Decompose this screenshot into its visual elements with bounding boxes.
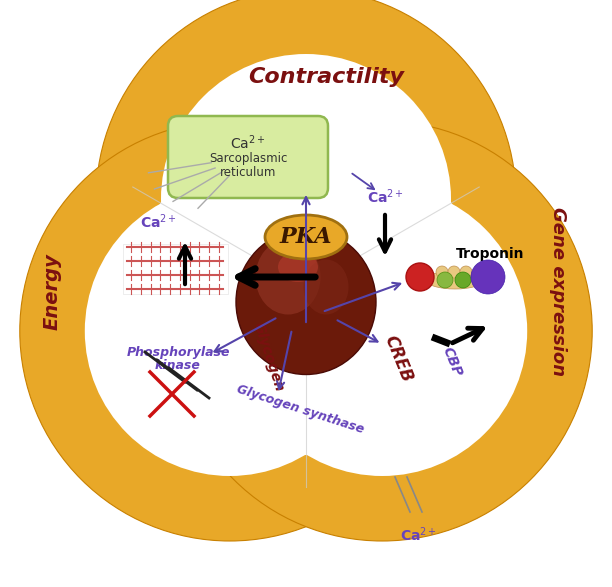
Text: Contractility: Contractility — [248, 67, 404, 87]
Text: Ca$^{2+}$: Ca$^{2+}$ — [230, 134, 266, 152]
Text: Glycogen synthase: Glycogen synthase — [234, 382, 365, 436]
Circle shape — [437, 272, 453, 288]
FancyBboxPatch shape — [122, 244, 228, 294]
Ellipse shape — [426, 271, 484, 289]
Ellipse shape — [278, 252, 318, 282]
Circle shape — [460, 266, 472, 278]
Circle shape — [20, 121, 440, 541]
Text: Energy: Energy — [42, 254, 61, 330]
Text: CBP: CBP — [440, 345, 465, 379]
Circle shape — [172, 121, 592, 541]
Text: PKA: PKA — [280, 226, 332, 248]
Ellipse shape — [236, 230, 376, 375]
Ellipse shape — [265, 215, 347, 259]
Text: Ca$^{2+}$: Ca$^{2+}$ — [367, 188, 403, 206]
Text: Ca$^{2+}$: Ca$^{2+}$ — [400, 526, 436, 544]
Text: CREB: CREB — [381, 333, 416, 385]
Circle shape — [138, 119, 474, 455]
Text: Glycogen: Glycogen — [250, 321, 286, 393]
Text: Sarcoplasmic: Sarcoplasmic — [209, 151, 287, 164]
Text: reticulum: reticulum — [220, 166, 276, 178]
Ellipse shape — [255, 239, 321, 315]
Ellipse shape — [304, 259, 348, 315]
Circle shape — [455, 272, 471, 288]
Text: Gene expression: Gene expression — [549, 207, 567, 377]
Circle shape — [448, 266, 460, 278]
Circle shape — [85, 186, 375, 476]
Text: Ca$^{2+}$: Ca$^{2+}$ — [140, 212, 176, 231]
Circle shape — [161, 54, 451, 344]
Circle shape — [436, 266, 448, 278]
Text: kinase: kinase — [155, 359, 201, 372]
Text: Troponin: Troponin — [456, 247, 524, 261]
Text: Phosphorylase: Phosphorylase — [126, 346, 230, 359]
Circle shape — [237, 186, 527, 476]
Circle shape — [96, 0, 516, 409]
FancyBboxPatch shape — [168, 116, 328, 198]
Circle shape — [471, 260, 505, 294]
Circle shape — [406, 263, 434, 291]
